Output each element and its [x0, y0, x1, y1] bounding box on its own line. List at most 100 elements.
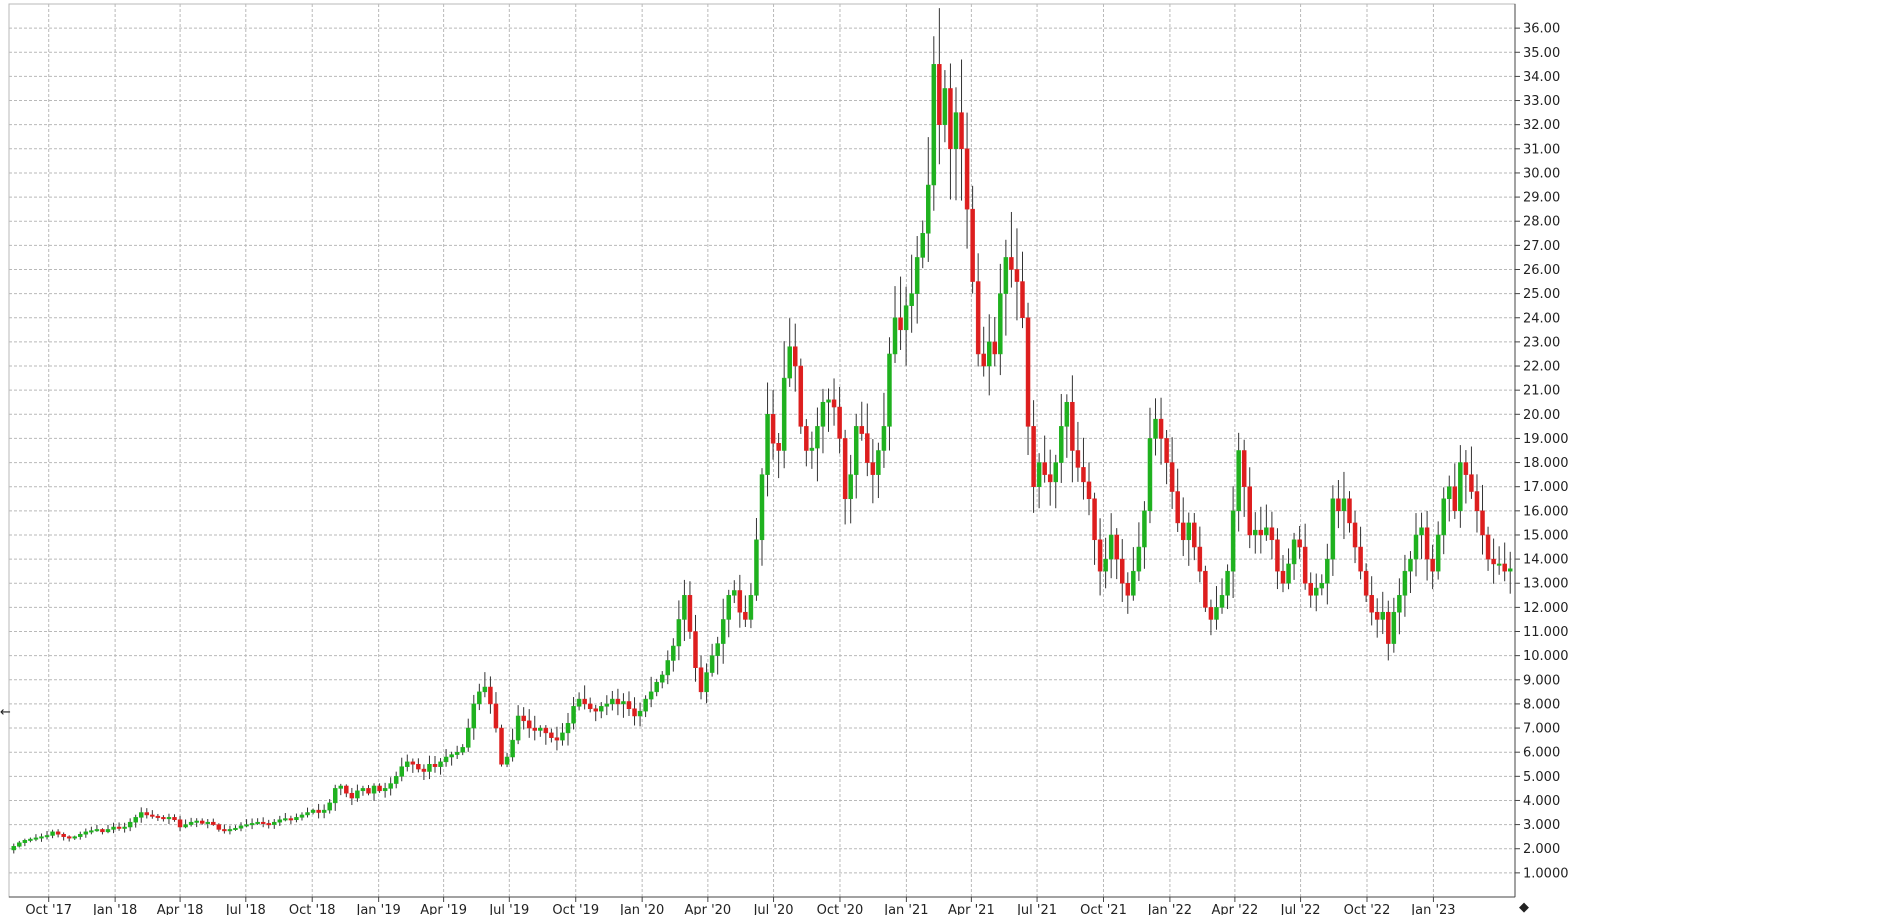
candle-down — [1025, 317, 1031, 427]
candle-up — [371, 785, 377, 794]
candle-down — [549, 732, 554, 738]
candle-down — [344, 785, 349, 794]
x-tick-label: Jan '20 — [619, 903, 664, 915]
candle-up — [78, 833, 83, 837]
candle-down — [100, 829, 105, 833]
candle-up — [1447, 486, 1452, 500]
candle-up — [665, 660, 671, 676]
candle-up — [1236, 450, 1241, 512]
candle-up — [28, 838, 33, 841]
candle-down — [632, 708, 637, 717]
candle-up — [815, 426, 820, 449]
x-tick-label: Jul '22 — [1280, 903, 1321, 915]
y-tick-label: 3.000 — [1523, 818, 1560, 833]
candle-down — [1020, 281, 1025, 319]
candle-down — [1097, 539, 1103, 572]
candle-down — [1363, 570, 1369, 596]
candle-down — [1081, 467, 1086, 483]
candle-down — [1164, 438, 1169, 463]
candle-up — [1391, 611, 1397, 644]
candle-down — [1280, 570, 1286, 584]
candle-down — [992, 341, 998, 355]
candle-up — [759, 474, 765, 541]
diamond-icon: ◆ — [1519, 900, 1529, 915]
candle-down — [1192, 522, 1197, 548]
candle-up — [560, 732, 565, 741]
candle-down — [377, 785, 382, 792]
x-tick-label: Jan '18 — [92, 903, 137, 915]
x-tick-label: Apr '20 — [684, 903, 731, 915]
candle-down — [222, 829, 227, 832]
candle-up — [233, 827, 238, 830]
candle-down — [737, 590, 743, 613]
candle-down — [593, 708, 598, 712]
candle-up — [648, 691, 654, 700]
candle-down — [1463, 462, 1469, 475]
candle-up — [1507, 568, 1513, 572]
candle-up — [94, 829, 100, 832]
candle-down — [1014, 269, 1020, 282]
x-tick-label: Jul '20 — [753, 903, 794, 915]
x-tick-label: Apr '22 — [1212, 903, 1259, 915]
x-tick-label: Jul '19 — [488, 903, 529, 915]
candle-up — [637, 710, 643, 717]
y-tick-label: 1.0000 — [1523, 866, 1569, 881]
candle-up — [454, 751, 460, 755]
candle-up — [1219, 595, 1225, 608]
candle-up — [11, 846, 17, 851]
candle-down — [870, 462, 876, 475]
candle-down — [981, 353, 986, 367]
candle-up — [1142, 510, 1147, 548]
candle-up — [1147, 438, 1153, 512]
candle-up — [238, 825, 244, 829]
candle-up — [399, 766, 404, 777]
candle-down — [1474, 491, 1480, 512]
y-tick-label: 20.00 — [1523, 408, 1560, 423]
candle-up — [848, 474, 853, 500]
candle-up — [393, 776, 399, 784]
candle-down — [216, 824, 222, 830]
y-tick-label: 18.000 — [1523, 456, 1569, 471]
candle-down — [1158, 418, 1164, 439]
candle-down — [937, 64, 942, 125]
candle-up — [732, 590, 737, 596]
candle-down — [1125, 582, 1131, 596]
candles — [11, 8, 1513, 854]
candle-up — [643, 698, 648, 712]
candle-up — [1103, 558, 1108, 572]
candle-down — [66, 836, 72, 839]
candle-up — [227, 829, 233, 832]
candle-up — [272, 821, 277, 825]
candle-up — [576, 698, 582, 707]
candle-up — [1064, 401, 1070, 427]
candle-up — [1408, 558, 1413, 572]
candle-up — [466, 727, 471, 748]
candle-down — [975, 281, 981, 355]
candle-down — [1114, 534, 1119, 560]
y-tick-label: 34.00 — [1523, 70, 1560, 85]
candle-up — [720, 619, 726, 644]
x-tick-label: Oct '19 — [552, 903, 599, 915]
candle-up — [676, 619, 682, 647]
candle-down — [1336, 498, 1341, 512]
candle-up — [277, 819, 283, 823]
candle-up — [438, 761, 443, 767]
candle-up — [332, 788, 338, 804]
candle-up — [166, 817, 172, 820]
candle-up — [1003, 257, 1009, 294]
candle-up — [1325, 558, 1330, 584]
candle-down — [1009, 257, 1014, 270]
candle-down — [865, 433, 870, 463]
candle-down — [837, 406, 842, 439]
candle-up — [887, 353, 892, 427]
candle-up — [1341, 498, 1347, 512]
candle-down — [432, 764, 438, 767]
candle-down — [1275, 539, 1280, 572]
candle-down — [199, 820, 205, 824]
candle-down — [964, 148, 970, 210]
candle-down — [349, 792, 355, 799]
candle-up — [986, 341, 992, 367]
candle-up — [853, 426, 859, 475]
